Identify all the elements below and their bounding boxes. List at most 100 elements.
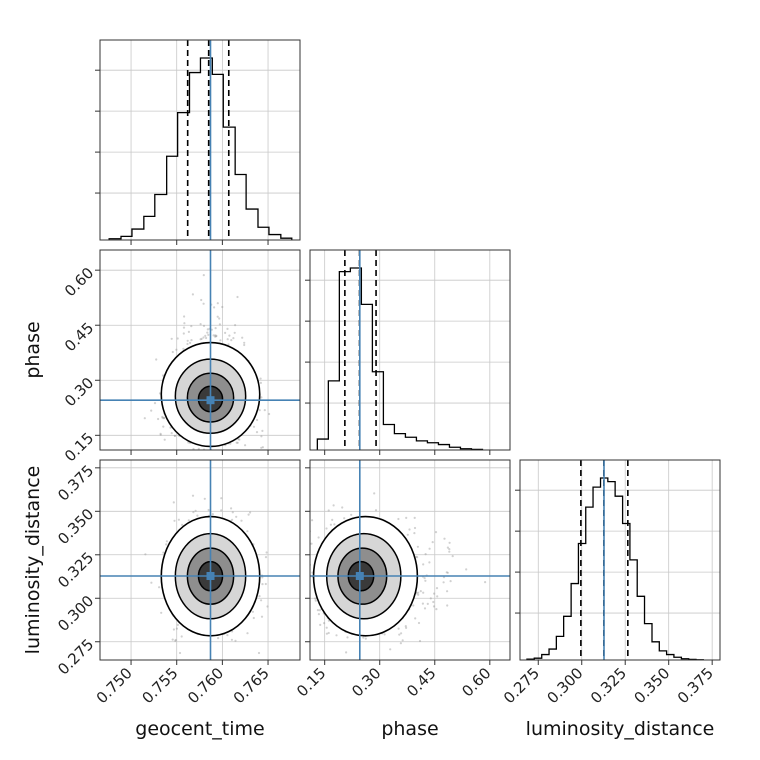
xlabel-geocent-time: geocent_time [135, 718, 264, 740]
sample-point [212, 334, 215, 337]
x-tick-label-phase: 0.60 [458, 664, 494, 700]
sample-point [442, 581, 445, 584]
sample-point [302, 547, 304, 549]
sample-point [421, 602, 424, 605]
sample-point [215, 335, 218, 338]
x-tick-label-phase: 0.30 [348, 664, 384, 700]
sample-point [144, 553, 147, 556]
sample-point [417, 593, 420, 596]
sample-point [158, 586, 161, 589]
sample-point [412, 604, 415, 607]
sample-point [236, 295, 239, 299]
sample-point [422, 591, 425, 594]
xlabel-luminosity-distance: luminosity_distance [526, 718, 715, 740]
sample-point [446, 571, 449, 574]
sample-point [173, 434, 177, 437]
sample-point [216, 302, 219, 305]
sample-point [259, 381, 262, 384]
sample-point [451, 555, 454, 558]
sample-point [214, 335, 217, 338]
sample-point [187, 330, 190, 333]
panel-luminosity-distance-vs-phase: 0.15 0.30 0.45 0.60 [293, 459, 511, 700]
x-tick-label-phase: 0.45 [403, 664, 439, 700]
sample-point [189, 341, 192, 344]
sample-point [266, 605, 269, 608]
sample-point [183, 315, 186, 318]
y-tick-label-luminosity-distance: 0.350 [54, 505, 97, 548]
sample-point [362, 636, 365, 639]
sample-point [165, 543, 168, 546]
sample-point [181, 523, 184, 527]
sample-point [202, 274, 205, 277]
x-tick-label-luminosity-distance: 0.375 [674, 664, 717, 707]
sample-point [416, 556, 419, 559]
sample-point [343, 517, 346, 520]
sample-point [432, 605, 436, 608]
y-tick-label-phase: 0.45 [61, 319, 97, 355]
sample-point [260, 446, 263, 449]
sample-point [413, 526, 417, 530]
sample-point [316, 609, 319, 612]
sample-point [190, 325, 193, 328]
sample-point [205, 336, 208, 340]
sample-point [174, 638, 177, 642]
samples-luminosity-distance-vs-geocent-time [144, 494, 269, 655]
samples-luminosity-distance-vs-phase [302, 492, 487, 654]
sample-point [200, 298, 203, 302]
truth-marker [355, 572, 364, 580]
sample-point [192, 447, 195, 450]
sample-point [219, 339, 222, 342]
sample-point [465, 568, 468, 571]
sample-point [449, 580, 452, 583]
sample-point [406, 533, 409, 536]
sample-point [314, 597, 317, 600]
sample-point [243, 341, 246, 344]
sample-point [399, 642, 402, 645]
sample-point [240, 519, 243, 522]
sample-point [331, 518, 334, 522]
sample-point [261, 446, 264, 449]
sample-point [397, 517, 400, 521]
sample-point [172, 501, 175, 504]
sample-point [252, 616, 255, 620]
x-tick-label-luminosity-distance: 0.275 [500, 664, 543, 707]
sample-point [161, 416, 164, 419]
sample-point [215, 334, 218, 337]
sample-point [400, 632, 403, 635]
sample-point [224, 331, 227, 334]
sample-point [241, 336, 244, 339]
sample-point [327, 509, 330, 512]
sample-point [264, 556, 268, 559]
sample-point [180, 635, 183, 638]
sample-point [216, 315, 219, 318]
sample-point [424, 553, 427, 556]
sample-point [153, 402, 157, 405]
x-tick-label-luminosity-distance: 0.350 [630, 664, 673, 707]
sample-point [397, 627, 400, 630]
sample-point [249, 511, 252, 514]
hist-panel-luminosity-distance: 0.275 0.300 0.325 0.350 0.375 [500, 459, 721, 707]
sample-point [230, 507, 233, 510]
sample-point [422, 563, 425, 566]
sample-point [423, 577, 426, 580]
y-tick-label-phase: 0.60 [61, 264, 97, 300]
sample-point [214, 327, 217, 330]
sample-point [260, 435, 263, 438]
sample-point [428, 561, 431, 564]
sample-point [431, 541, 434, 544]
sample-point [206, 328, 209, 331]
sample-point [176, 337, 179, 340]
sample-point [182, 347, 185, 350]
sample-point [335, 634, 338, 637]
sample-point [182, 332, 185, 335]
panel-luminosity_distance_vs_geocent_time-frame [99, 459, 301, 661]
sample-point [310, 542, 313, 545]
sample-point [174, 639, 177, 643]
sample-point [408, 528, 411, 531]
sample-point [206, 331, 209, 334]
sample-point [214, 334, 217, 337]
sample-point [323, 622, 326, 625]
sample-point [170, 432, 173, 435]
sample-point [218, 323, 221, 326]
sample-point [234, 639, 237, 642]
